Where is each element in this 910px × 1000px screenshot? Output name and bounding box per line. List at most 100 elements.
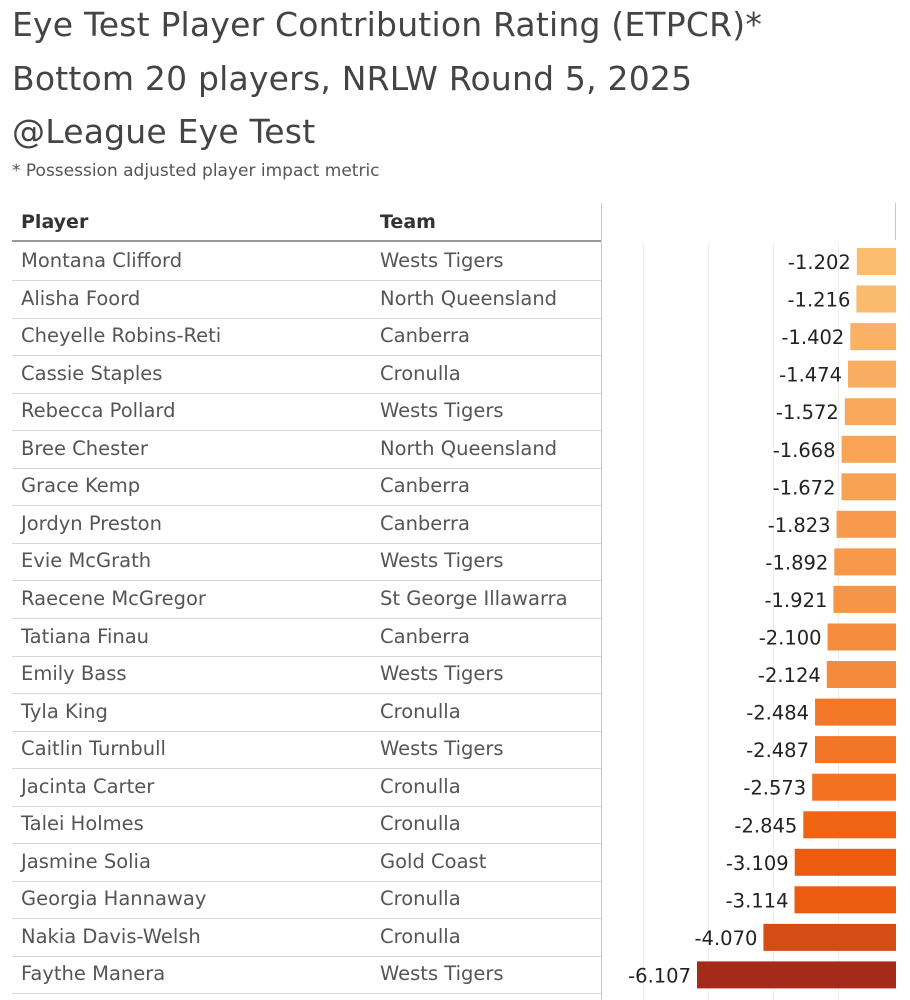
table-row: Grace Kemp Canberra — [12, 468, 601, 507]
table-row: Cheyelle Robins-Reti Canberra — [12, 318, 601, 357]
team-column-header: Team — [380, 211, 436, 233]
bar — [794, 886, 896, 914]
player-name: Alisha Foord — [21, 286, 141, 310]
bar-value-label: -2.845 — [734, 814, 797, 837]
bar-value-label: -3.114 — [726, 889, 789, 912]
player-name: Bree Chester — [21, 436, 148, 460]
bar — [841, 473, 896, 501]
team-name: Gold Coast — [380, 849, 487, 873]
header-divider — [12, 240, 601, 242]
table-row: Georgia Hannaway Cronulla — [12, 881, 601, 920]
team-name: Cronulla — [380, 812, 461, 836]
column-divider — [601, 203, 602, 1000]
player-name: Jordyn Preston — [21, 511, 162, 535]
chart-title-line-1: Eye Test Player Contribution Rating (ETP… — [12, 5, 763, 44]
chart-title-line-3: @League Eye Test — [12, 112, 316, 151]
team-name: Canberra — [380, 511, 470, 535]
player-name: Emily Bass — [21, 662, 127, 686]
player-name: Rebecca Pollard — [21, 399, 176, 423]
player-name: Faythe Manera — [21, 962, 166, 986]
bar-value-label: -2.124 — [758, 664, 821, 687]
team-name: Wests Tigers — [380, 249, 504, 272]
gridline — [708, 243, 709, 1000]
bar — [833, 585, 896, 613]
team-name: Wests Tigers — [380, 737, 504, 761]
team-name: Wests Tigers — [380, 549, 504, 573]
table-row: Jacinta Carter Cronulla — [12, 769, 601, 807]
bar — [848, 360, 896, 388]
bar — [826, 661, 896, 688]
bar — [812, 773, 896, 801]
team-name: Wests Tigers — [380, 662, 504, 686]
team-name: Cronulla — [380, 699, 461, 723]
bar — [697, 961, 896, 989]
bar — [856, 248, 896, 275]
bar — [844, 398, 896, 426]
bar — [815, 698, 896, 726]
bar-value-label: -1.216 — [788, 289, 851, 312]
team-name: North Queensland — [380, 436, 558, 460]
bar — [856, 285, 896, 313]
bar — [803, 811, 896, 839]
bar-value-label: -1.921 — [765, 589, 828, 612]
bar — [794, 848, 896, 876]
player-name: Nakia Davis-Welsh — [21, 924, 201, 948]
table-row: Tyla King Cronulla — [12, 694, 601, 732]
bar — [827, 623, 896, 651]
table-row: Jordyn Preston Canberra — [12, 506, 601, 544]
bar-value-label: -1.202 — [788, 251, 851, 274]
bar-value-label: -3.109 — [726, 852, 789, 875]
bar-value-label: -1.402 — [781, 326, 844, 349]
table-row: Evie McGrath Wests Tigers — [12, 543, 601, 582]
team-name: North Queensland — [380, 286, 558, 310]
player-name: Cheyelle Robins-Reti — [21, 324, 222, 348]
player-name: Tyla King — [21, 699, 108, 723]
table-row: Bree Chester North Queensland — [12, 431, 601, 469]
bar-chart: -1.202 -1.216 -1.402 -1.474 -1.572 -1.668 -1.6… — [628, 248, 896, 989]
table-row: Raecene McGregor St George Illawarra — [12, 581, 601, 619]
team-name: St George Illawarra — [380, 586, 568, 610]
team-name: Canberra — [380, 474, 470, 498]
chart-title-line-2: Bottom 20 players, NRLW Round 5, 2025 — [12, 59, 693, 98]
table-row: Caitlin Turnbull Wests Tigers — [12, 731, 601, 770]
bar — [834, 548, 896, 576]
bar-value-label: -1.892 — [765, 551, 828, 574]
bar — [841, 435, 896, 463]
player-name: Evie McGrath — [21, 549, 152, 573]
table-row: Talei Holmes Cronulla — [12, 806, 601, 845]
gridline — [643, 243, 644, 1000]
table-row: Alisha Foord North Queensland — [12, 281, 601, 319]
player-name: Caitlin Turnbull — [21, 737, 166, 761]
table-row: Montana Clifford Wests Tigers — [12, 243, 601, 281]
team-name: Wests Tigers — [380, 962, 504, 986]
bar-value-label: -4.070 — [695, 927, 758, 950]
player-name: Montana Clifford — [21, 249, 183, 272]
table-row: Cassie Staples Cronulla — [12, 356, 601, 394]
player-name: Georgia Hannaway — [21, 887, 207, 911]
player-table: Player Team Montana Clifford Wests Tigers… — [12, 203, 896, 1000]
player-name: Jacinta Carter — [21, 774, 155, 798]
team-name: Canberra — [380, 624, 470, 648]
team-name: Canberra — [380, 324, 470, 348]
team-name: Cronulla — [380, 887, 461, 911]
bar-value-label: -2.100 — [759, 627, 822, 650]
table-row: Faythe Manera Wests Tigers — [12, 956, 601, 995]
bar-value-label: -2.484 — [746, 702, 809, 725]
gridline — [838, 243, 839, 1000]
team-name: Cronulla — [380, 361, 461, 385]
table-row: Nakia Davis-Welsh Cronulla — [12, 919, 601, 957]
bar-value-label: -1.823 — [768, 514, 831, 537]
player-name: Jasmine Solia — [21, 849, 151, 873]
player-name: Cassie Staples — [21, 361, 163, 385]
bar-value-label: -1.474 — [779, 364, 842, 387]
bar-value-label: -2.487 — [746, 739, 809, 762]
player-name: Raecene McGregor — [21, 586, 206, 610]
bar-value-label: -1.668 — [773, 439, 836, 462]
player-name: Tatiana Finau — [21, 624, 150, 648]
header-right-border — [895, 203, 896, 240]
bar-value-label: -2.573 — [743, 777, 806, 800]
table-row: Emily Bass Wests Tigers — [12, 656, 601, 695]
bar — [836, 510, 896, 538]
chart-subtitle: * Possession adjusted player impact metr… — [12, 161, 380, 181]
gridline — [773, 243, 774, 1000]
